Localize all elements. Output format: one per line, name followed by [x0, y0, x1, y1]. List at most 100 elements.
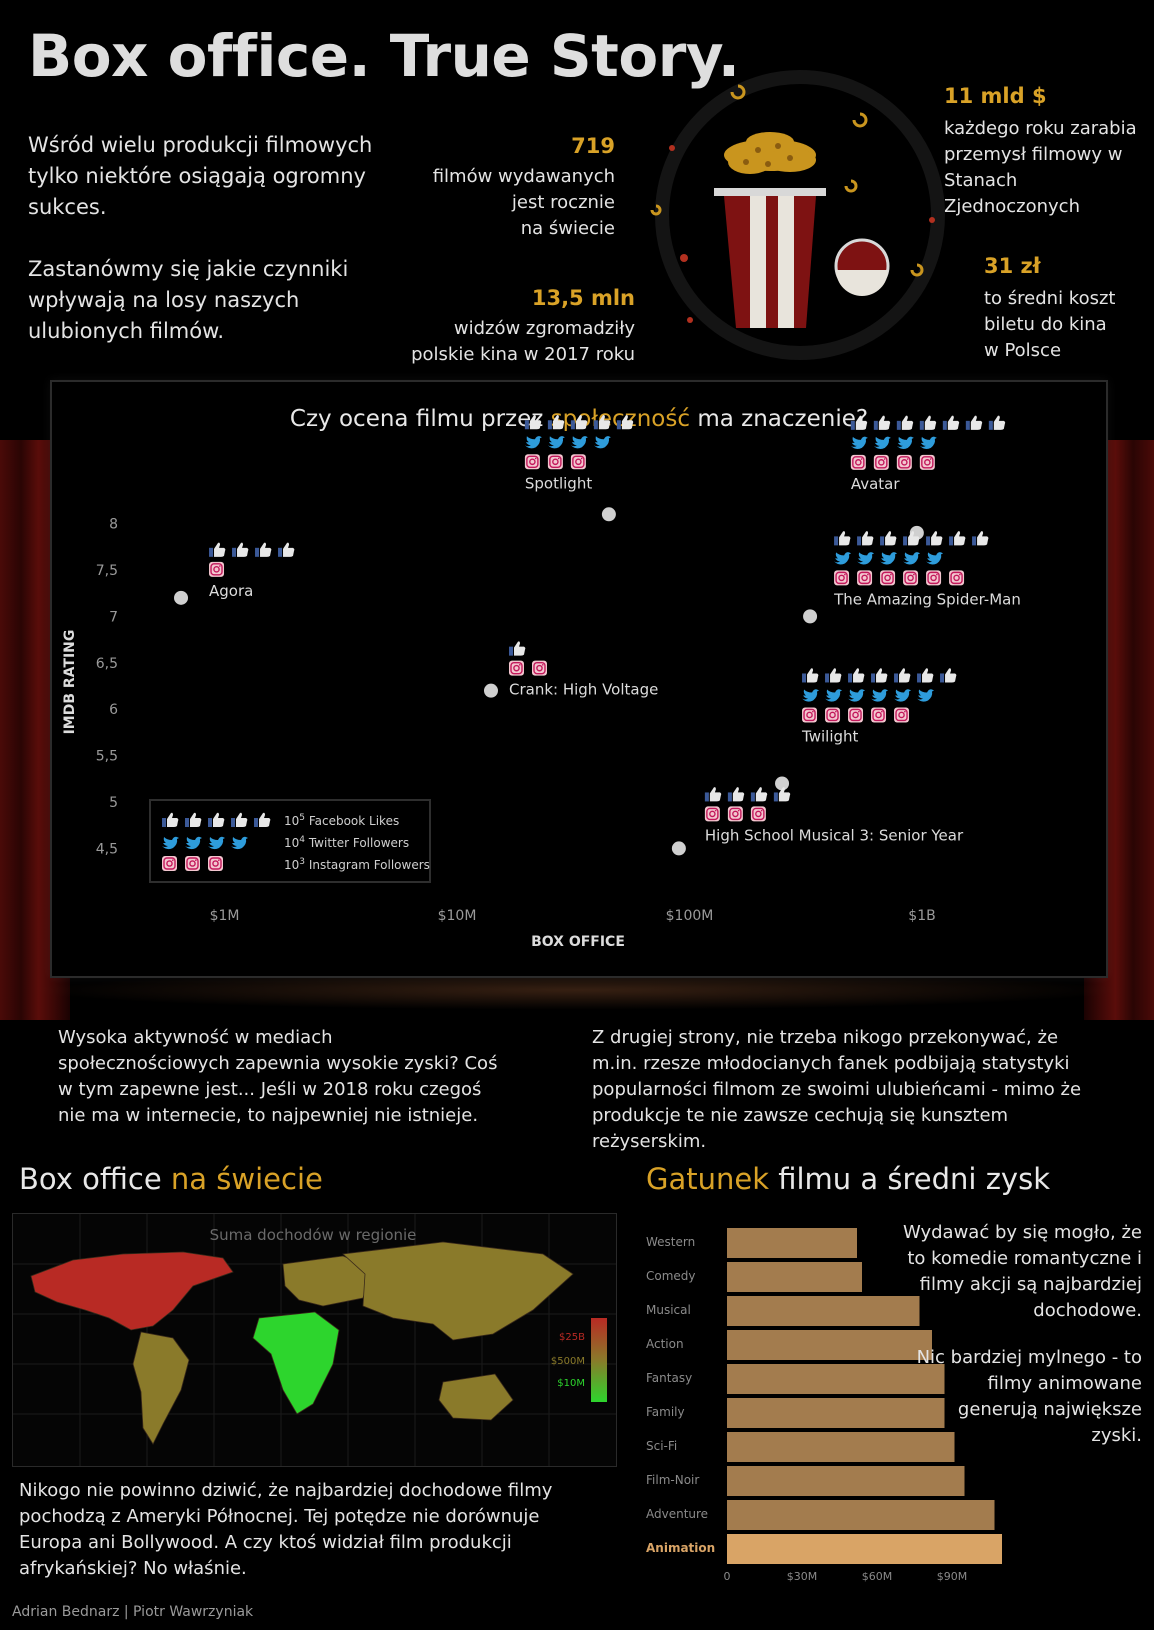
facebook-like-icon	[593, 415, 611, 430]
instagram-icon	[919, 454, 935, 470]
bar	[727, 1432, 955, 1462]
facebook-like-icon	[834, 531, 851, 546]
map-title-highlight: na świecie	[170, 1162, 323, 1196]
scatter-legend: 105 Facebook Likes 104 Twitter Followers 1…	[149, 799, 431, 883]
stat-viewers-line1: widzów zgromadziły	[453, 318, 635, 339]
twitter-icon	[825, 689, 843, 702]
facebook-like-icon	[880, 531, 897, 546]
twitter-icon	[850, 436, 868, 449]
stat-viewers-text: widzów zgromadziły polskie kina w 2017 r…	[380, 316, 635, 368]
twitter-icon	[896, 436, 914, 449]
twitter-icon	[162, 836, 179, 850]
page-title: Box office. True Story.	[28, 22, 740, 90]
twitter-icon	[593, 436, 611, 449]
instagram-icon	[949, 570, 965, 586]
twitter-icon	[903, 552, 921, 565]
facebook-like-icon	[704, 787, 722, 802]
facebook-like-icon	[896, 415, 914, 430]
twitter-icon	[834, 552, 852, 565]
instagram-icon	[209, 561, 225, 577]
y-tick-label: 8	[109, 517, 118, 533]
facebook-like-icon	[972, 531, 989, 546]
scatter-point-group: Avatar	[850, 415, 1006, 540]
map-legend-label: $500M	[551, 1356, 585, 1367]
point-label: High School Musical 3: Senior Year	[705, 826, 964, 844]
instagram-icon	[547, 454, 563, 470]
instagram-icon	[834, 570, 850, 586]
instagram-icon	[871, 707, 887, 723]
facebook-like-icon	[278, 542, 295, 557]
stat-films-line3: na świecie	[520, 218, 615, 239]
point-label: Spotlight	[525, 474, 592, 492]
instagram-icon	[857, 570, 873, 586]
genre-title-highlight: Gatunek	[646, 1162, 770, 1196]
footer-authors: Adrian Bednarz | Piotr Wawrzyniak	[12, 1604, 254, 1620]
instagram-icon	[896, 454, 912, 470]
y-tick-label: 5,5	[96, 749, 118, 765]
twitter-icon	[880, 552, 898, 565]
point-label: The Amazing Spider-Man	[833, 590, 1021, 608]
facebook-like-icon	[848, 668, 865, 683]
twitter-icon	[857, 552, 875, 565]
instagram-icon	[802, 707, 818, 723]
genre-title-part2: filmu a średni zysk	[769, 1162, 1050, 1196]
bar-x-tick-label: $30M	[787, 1570, 818, 1583]
bar	[727, 1228, 857, 1258]
twitter-icon	[848, 689, 866, 702]
facebook-like-icon	[231, 812, 248, 827]
stat-films-line1: filmów wydawanych	[432, 166, 615, 187]
stat-ticket-number: 31 zł	[984, 254, 1041, 278]
instagram-icon	[873, 454, 889, 470]
stat-ticket-text: to średni koszt biletu do kina w Polsce	[984, 286, 1144, 364]
facebook-like-icon	[988, 415, 1006, 430]
facebook-like-icon	[508, 641, 526, 656]
instagram-icon	[825, 707, 841, 723]
instagram-icon	[531, 660, 547, 676]
paragraph-social-left: Wysoka aktywność w mediach społecznościo…	[58, 1027, 498, 1126]
legend-entry: 104 Twitter Followers	[284, 835, 409, 850]
x-tick-label: $100M	[666, 908, 714, 924]
instagram-icon	[524, 454, 540, 470]
instagram-icon	[727, 806, 743, 822]
genre-section-title: Gatunek filmu a średni zysk	[646, 1162, 1050, 1196]
y-tick-label: 7,5	[96, 563, 118, 579]
twitter-icon	[926, 552, 944, 565]
world-map-panel: Suma dochodów w regionie $25B $500M $10M	[12, 1213, 617, 1467]
bar-category-label: Animation	[646, 1541, 715, 1555]
twitter-icon	[871, 689, 889, 702]
map-legend-label: $25B	[559, 1332, 585, 1343]
y-tick-label: 4,5	[96, 841, 118, 857]
stat-viewers-number: 13,5 mln	[531, 286, 635, 310]
facebook-like-icon	[208, 812, 225, 827]
scatter-point	[775, 776, 790, 791]
twitter-icon	[919, 436, 937, 449]
stat-films-text: filmów wydawanych jest rocznie na świeci…	[400, 164, 615, 242]
bar	[727, 1262, 862, 1292]
scatter-point	[483, 683, 498, 698]
facebook-like-icon	[857, 531, 874, 546]
scatter-point-group: The Amazing Spider-Man	[803, 531, 1021, 624]
twitter-icon	[185, 836, 202, 850]
scatter-point	[601, 507, 616, 522]
x-tick-label: $1M	[210, 908, 240, 924]
bar	[727, 1500, 995, 1530]
instagram-icon	[848, 707, 864, 723]
stat-ticket-line1: to średni koszt	[984, 288, 1116, 309]
bar	[727, 1466, 965, 1496]
scatter-title-part2: ma znaczenie?	[690, 406, 869, 432]
bar-category-label: Fantasy	[646, 1371, 692, 1385]
scatter-point-group: High School Musical 3: Senior Year	[671, 787, 964, 856]
bar-category-label: Adventure	[646, 1507, 708, 1521]
facebook-like-icon	[209, 542, 226, 557]
twitter-icon	[547, 436, 565, 449]
facebook-like-icon	[965, 415, 983, 430]
twitter-icon	[894, 689, 912, 702]
x-tick-label: $10M	[438, 908, 477, 924]
facebook-like-icon	[894, 668, 911, 683]
instagram-icon	[208, 856, 223, 871]
y-tick-label: 6,5	[96, 656, 118, 672]
stat-ticket-line2: biletu do kina	[984, 314, 1107, 335]
scatter-point	[909, 525, 924, 540]
point-label: Agora	[209, 582, 253, 600]
stat-films-line2: jest rocznie	[511, 192, 615, 213]
